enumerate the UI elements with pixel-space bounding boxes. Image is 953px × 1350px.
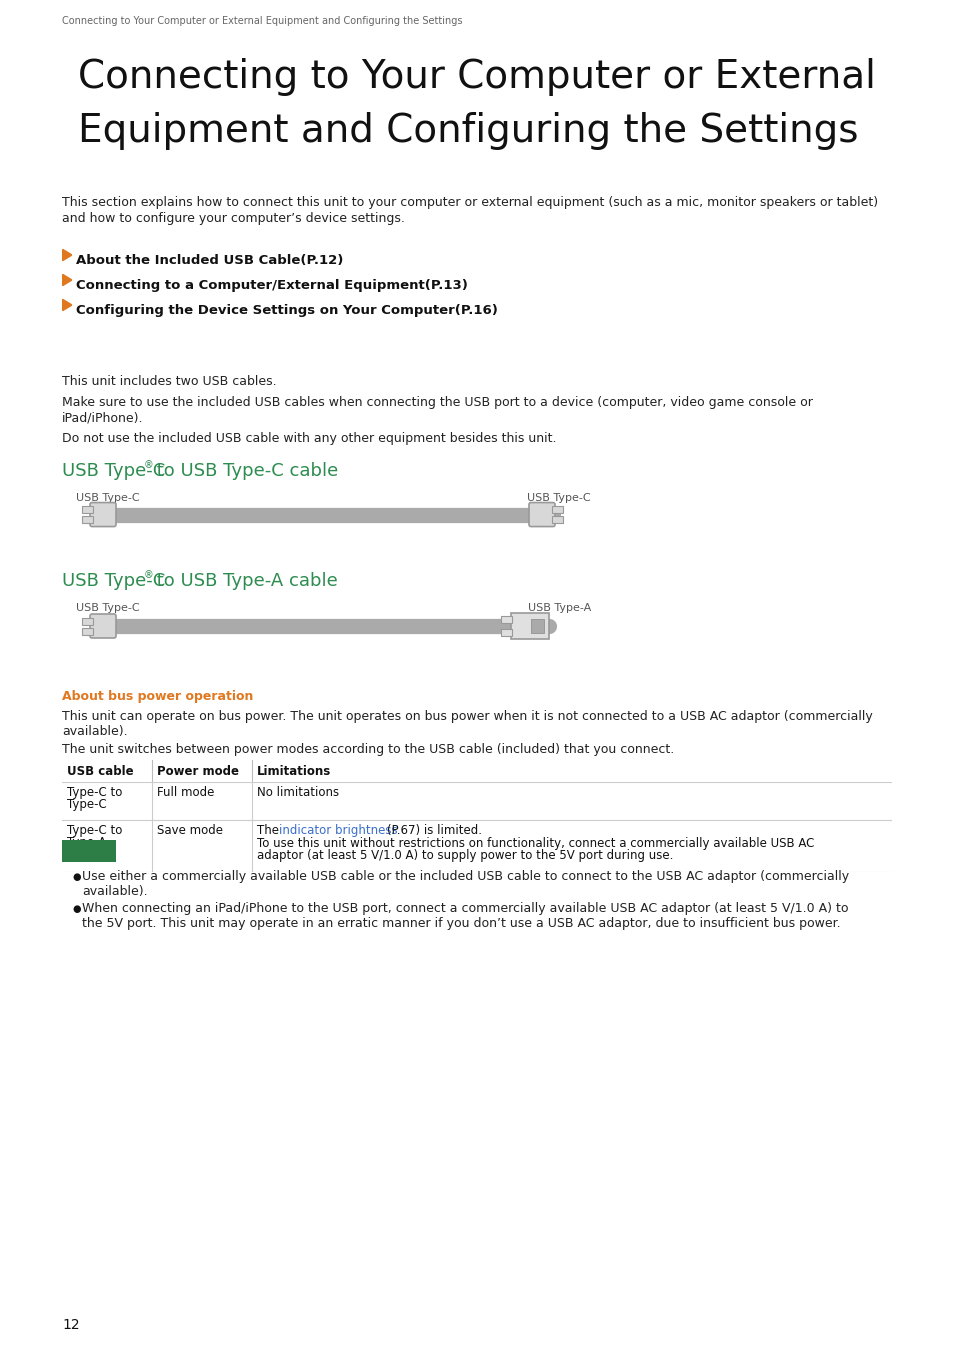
Text: USB Type-C: USB Type-C <box>62 572 165 590</box>
Text: The unit switches between power modes according to the USB cable (included) that: The unit switches between power modes ac… <box>62 743 674 756</box>
Polygon shape <box>62 274 71 286</box>
Text: available).: available). <box>62 725 128 738</box>
Bar <box>500 629 512 636</box>
Text: Power mode: Power mode <box>157 765 239 778</box>
FancyBboxPatch shape <box>90 614 116 639</box>
Text: ®: ® <box>144 570 153 580</box>
Bar <box>552 506 562 513</box>
Text: Type-C to: Type-C to <box>67 786 122 799</box>
Bar <box>82 628 92 634</box>
Text: USB cable: USB cable <box>67 765 133 778</box>
FancyBboxPatch shape <box>529 502 555 526</box>
FancyBboxPatch shape <box>90 502 116 526</box>
Polygon shape <box>62 248 71 261</box>
Text: Type-A: Type-A <box>67 836 106 849</box>
Text: Equipment and Configuring the Settings: Equipment and Configuring the Settings <box>78 112 858 150</box>
Text: To use this unit without restrictions on functionality, connect a commercially a: To use this unit without restrictions on… <box>256 837 814 850</box>
Text: About the Included USB Cable: About the Included USB Cable <box>70 332 340 350</box>
Text: About bus power operation: About bus power operation <box>62 690 253 703</box>
Text: indicator brightness: indicator brightness <box>278 824 397 837</box>
Text: the 5V port. This unit may operate in an erratic manner if you don’t use a USB A: the 5V port. This unit may operate in an… <box>82 917 840 930</box>
Text: Limitations: Limitations <box>256 765 331 778</box>
Bar <box>531 620 543 633</box>
Text: available).: available). <box>82 886 148 898</box>
Bar <box>552 516 562 522</box>
Text: to USB Type-A cable: to USB Type-A cable <box>151 572 337 590</box>
Text: Connecting to Your Computer or External: Connecting to Your Computer or External <box>78 58 875 96</box>
Text: This unit can operate on bus power. The unit operates on bus power when it is no: This unit can operate on bus power. The … <box>62 710 872 724</box>
Text: to USB Type-C cable: to USB Type-C cable <box>151 462 338 481</box>
Text: Type-C: Type-C <box>67 798 107 811</box>
Text: Do not use the included USB cable with any other equipment besides this unit.: Do not use the included USB cable with a… <box>62 432 556 446</box>
Text: MEMO: MEMO <box>66 845 112 857</box>
Text: Connecting to a Computer/External Equipment(P.13): Connecting to a Computer/External Equipm… <box>76 279 467 292</box>
Text: ●: ● <box>71 904 80 914</box>
Text: USB Type-C: USB Type-C <box>76 603 139 613</box>
Text: Connecting to Your Computer or External Equipment and Configuring the Settings: Connecting to Your Computer or External … <box>62 16 462 26</box>
Text: The: The <box>256 824 282 837</box>
Text: 12: 12 <box>62 1318 79 1332</box>
Text: Type-C to: Type-C to <box>67 824 122 837</box>
Text: USB Type-A: USB Type-A <box>527 603 590 613</box>
Bar <box>511 613 548 639</box>
Text: No limitations: No limitations <box>256 786 338 799</box>
Text: USB Type-C: USB Type-C <box>62 462 165 481</box>
Text: ®: ® <box>144 460 153 470</box>
Text: This section explains how to connect this unit to your computer or external equi: This section explains how to connect thi… <box>62 196 877 209</box>
Bar <box>82 617 92 625</box>
Text: iPad/iPhone).: iPad/iPhone). <box>62 410 143 424</box>
Bar <box>82 506 92 513</box>
FancyBboxPatch shape <box>57 838 120 864</box>
Text: Make sure to use the included USB cables when connecting the USB port to a devic: Make sure to use the included USB cables… <box>62 396 812 409</box>
Text: Full mode: Full mode <box>157 786 214 799</box>
Text: When connecting an iPad/iPhone to the USB port, connect a commercially available: When connecting an iPad/iPhone to the US… <box>82 902 847 915</box>
Text: Configuring the Device Settings on Your Computer(P.16): Configuring the Device Settings on Your … <box>76 304 497 317</box>
Text: Use either a commercially available USB cable or the included USB cable to conne: Use either a commercially available USB … <box>82 869 848 883</box>
Polygon shape <box>62 298 71 311</box>
Text: About the Included USB Cable(P.12): About the Included USB Cable(P.12) <box>76 254 343 267</box>
Bar <box>500 616 512 622</box>
Text: This unit includes two USB cables.: This unit includes two USB cables. <box>62 375 276 387</box>
Text: (P.67) is limited.: (P.67) is limited. <box>387 824 481 837</box>
Text: USB Type-C: USB Type-C <box>76 493 139 504</box>
Text: and how to configure your computer’s device settings.: and how to configure your computer’s dev… <box>62 212 404 225</box>
Text: USB Type-C: USB Type-C <box>527 493 590 504</box>
Text: ●: ● <box>71 872 80 882</box>
Text: adaptor (at least 5 V/1.0 A) to supply power to the 5V port during use.: adaptor (at least 5 V/1.0 A) to supply p… <box>256 849 673 863</box>
Text: Save mode: Save mode <box>157 824 223 837</box>
Bar <box>82 516 92 522</box>
